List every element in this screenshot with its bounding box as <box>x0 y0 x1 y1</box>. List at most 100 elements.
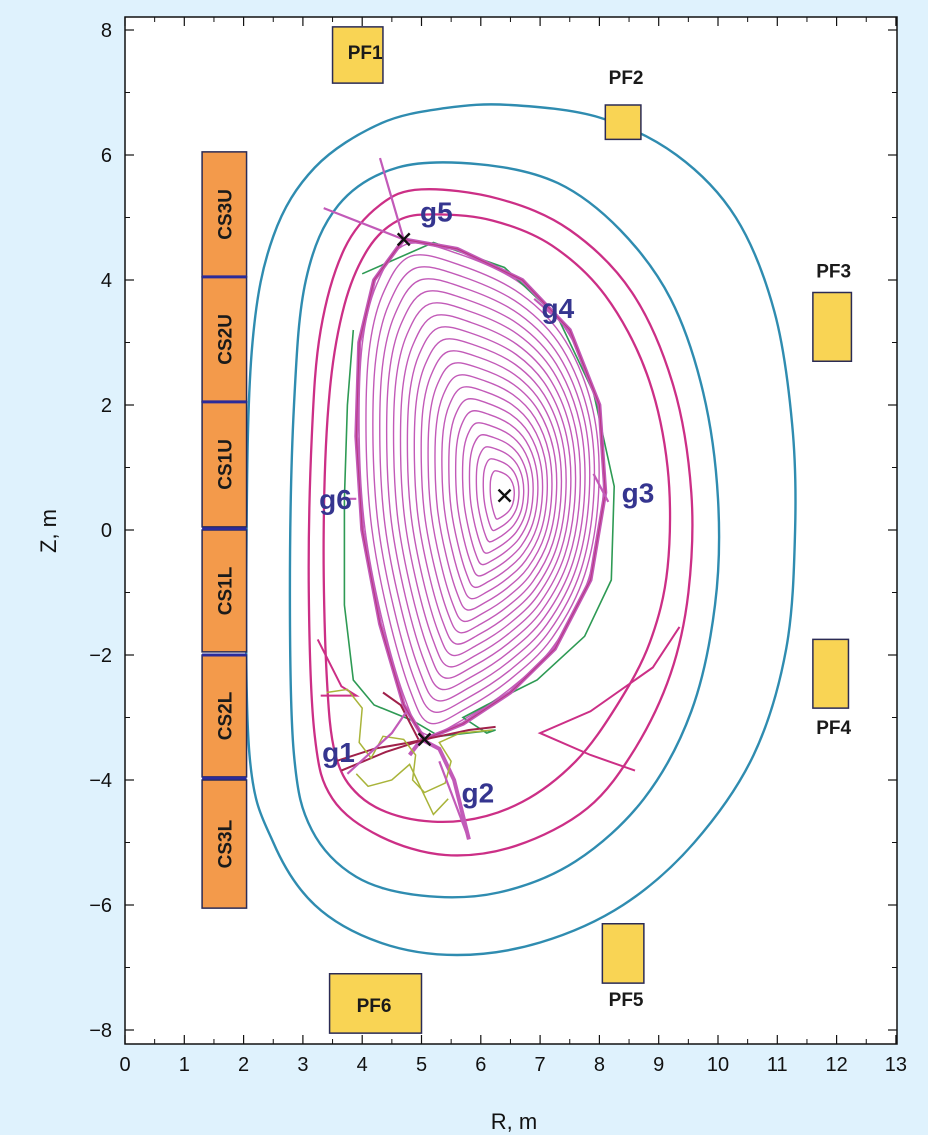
flux-surface <box>420 350 563 634</box>
cs-coil-cs2l <box>201 654 248 778</box>
magnetic-axis-marker <box>497 488 512 503</box>
pf-coil-label: PF1 <box>348 43 383 64</box>
flux-surface <box>365 254 600 725</box>
flux-surface <box>372 266 596 713</box>
limiter-band-1 <box>307 188 694 857</box>
pf-coil-pf6 <box>328 973 423 1034</box>
plot-area <box>125 17 897 1044</box>
x-tick-label: 9 <box>653 1054 664 1076</box>
x-tick-label: 10 <box>707 1054 729 1076</box>
gap-line-g3 <box>592 473 610 503</box>
x-tick-label: 12 <box>825 1054 847 1076</box>
cs-coil-cs1u <box>201 401 248 528</box>
cs-coil-cs2u <box>201 276 248 403</box>
cs-coil-cs3l <box>201 779 248 909</box>
y-tick-label: 2 <box>101 395 112 417</box>
flux-surface <box>379 278 591 702</box>
cs-coil-label: CS2U <box>215 314 236 365</box>
x-tick-label: 2 <box>238 1054 249 1076</box>
x-tick-label: 1 <box>179 1054 190 1076</box>
y-tick-label: 4 <box>101 270 112 292</box>
flux-surface <box>406 326 572 657</box>
pf-coil-label: PF4 <box>816 718 851 739</box>
markers-group <box>396 232 512 747</box>
flux-surface <box>475 446 525 543</box>
flux-surfaces-group <box>358 242 605 736</box>
x-tick-label: 13 <box>885 1054 907 1076</box>
cs-coil-label: CS1U <box>215 439 236 490</box>
flux-surface <box>441 386 549 600</box>
flux-surface <box>468 434 530 554</box>
x-tick-label: 7 <box>535 1054 546 1076</box>
cs-coil-label: CS2L <box>215 691 236 740</box>
pf-coil-pf3 <box>812 291 853 362</box>
gap-label-g3: g3 <box>622 478 655 509</box>
gap-label-g4: g4 <box>542 293 575 324</box>
x-tick-label: 6 <box>475 1054 486 1076</box>
flux-surface <box>482 458 520 532</box>
x-tick-label: 8 <box>594 1054 605 1076</box>
pf-coil-label: PF3 <box>816 262 851 283</box>
flux-surface <box>392 302 581 679</box>
gap-label-g1: g1 <box>322 737 355 768</box>
x-tick-label: 0 <box>119 1054 130 1076</box>
lower-x-point-marker <box>417 732 432 747</box>
pf-coil-label: PF2 <box>609 68 644 89</box>
flux-surface <box>427 362 558 623</box>
flux-surface <box>413 338 567 645</box>
flux-surface <box>461 422 534 566</box>
y-tick-label: 6 <box>101 145 112 167</box>
pf-coil-pf4 <box>812 638 850 709</box>
gap-label-g6: g6 <box>319 484 352 515</box>
divertor-contour <box>326 688 493 794</box>
limiter-band-2 <box>322 213 672 824</box>
pf-coil-pf1 <box>331 26 384 84</box>
gap-label-g5: g5 <box>420 196 453 227</box>
gap-label-g2: g2 <box>461 778 494 809</box>
coils-group: CS3U CS2U CS1U CS1L CS2L CS3L PF1 PF2 PF3 PF4 PF5 P… <box>201 26 853 1034</box>
divertor-leg-3 <box>382 691 420 740</box>
pf-coil-label: PF6 <box>357 996 392 1017</box>
flux-surface <box>434 374 553 611</box>
gap-line-g2 <box>438 760 470 840</box>
flux-surface <box>454 410 539 577</box>
pf-coil-label: PF5 <box>609 990 644 1011</box>
cs-coil-label: CS1L <box>215 566 236 615</box>
x-tick-label: 11 <box>767 1054 788 1076</box>
reference-plasma-contour <box>343 241 616 738</box>
pf-coil-pf2 <box>604 104 642 141</box>
y-tick-label: −6 <box>89 895 112 917</box>
first-wall-contour <box>288 161 721 899</box>
x-tick-label: 4 <box>357 1054 368 1076</box>
cs-coil-cs3u <box>201 151 248 278</box>
flux-surface <box>448 398 544 589</box>
cs-coil-label: CS3U <box>215 189 236 240</box>
gap-line-g4 <box>533 297 553 316</box>
y-tick-label: −4 <box>89 770 112 792</box>
gap-line-g1 <box>346 710 408 775</box>
y-tick-label: 0 <box>101 520 112 542</box>
x-axis-title: R, m <box>491 1109 537 1134</box>
x-tick-label: 3 <box>297 1054 308 1076</box>
flux-surface <box>489 470 515 520</box>
y-axis-title: Z, m <box>36 509 61 553</box>
divertor-baffle-1 <box>537 626 681 772</box>
flux-surface <box>399 314 577 668</box>
divertor-leg-2 <box>408 736 471 840</box>
y-tick-label: −8 <box>89 1020 112 1042</box>
separatrix-group <box>323 157 616 840</box>
separatrix-core-line <box>355 238 606 741</box>
divertor-contour-secondary <box>355 763 449 816</box>
cs-coil-cs1l <box>201 529 248 653</box>
flux-surface <box>385 290 586 691</box>
gap-labels-group: g1 g2 g3 g4 g5 g6 <box>319 196 654 808</box>
vacuum-vessel-outer-contour <box>244 103 797 957</box>
y-tick-label: −2 <box>89 645 112 667</box>
upper-x-point-marker <box>396 232 411 247</box>
pf-coil-pf5 <box>601 923 645 984</box>
first-wall-group <box>244 103 797 957</box>
x-tick-label: 5 <box>416 1054 427 1076</box>
y-tick-label: 8 <box>101 20 112 42</box>
